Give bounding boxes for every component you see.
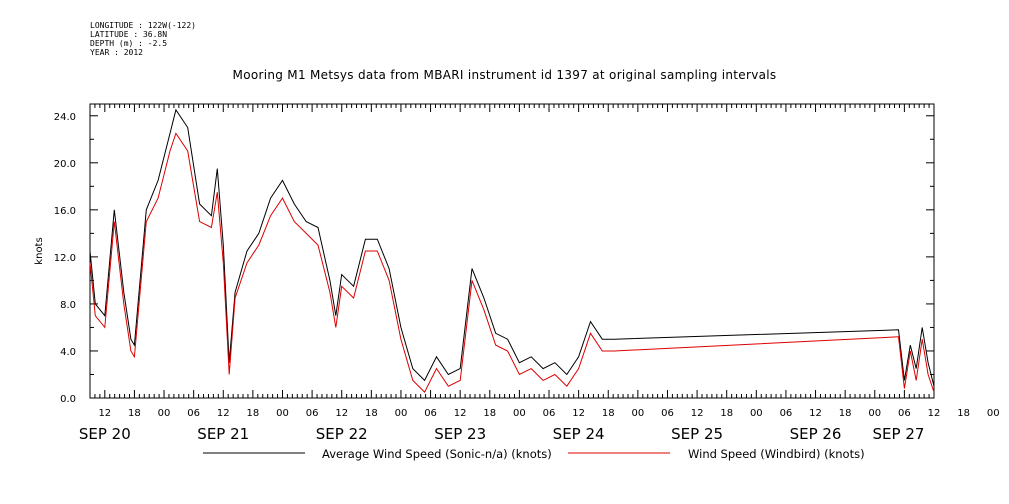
latitude-text: LATITUDE : 36.8N <box>90 30 168 39</box>
x-tick-label: 12 <box>809 408 822 419</box>
x-tick-label: 12 <box>691 408 704 419</box>
day-label: SEP 20 <box>79 425 131 443</box>
day-label: SEP 24 <box>553 425 605 443</box>
x-tick-label: 00 <box>158 408 171 419</box>
day-label: SEP 21 <box>197 425 249 443</box>
legend: Average Wind Speed (Sonic-n/a) (knots) W… <box>203 447 865 461</box>
x-tick-label: 06 <box>661 408 674 419</box>
legend-label-windbird: Wind Speed (Windbird) (knots) <box>688 447 865 461</box>
x-tick-label: 12 <box>335 408 348 419</box>
x-tick-label: 06 <box>780 408 793 419</box>
y-axis: 0.0 4.0 8.0 12.0 16.0 20.0 24.0 <box>54 112 934 405</box>
x-tick-label: 06 <box>543 408 556 419</box>
x-tick-label: 18 <box>839 408 852 419</box>
x-tick-label: 00 <box>631 408 644 419</box>
day-label: SEP 22 <box>316 425 368 443</box>
x-tick-label: 12 <box>454 408 467 419</box>
x-tick-label: 06 <box>187 408 200 419</box>
x-tick-label: 12 <box>928 408 941 419</box>
x-tick-label: 06 <box>306 408 319 419</box>
chart-title: Mooring M1 Metsys data from MBARI instru… <box>232 68 777 82</box>
x-tick-label: 00 <box>750 408 763 419</box>
station-metadata: LONGITUDE : 122W(-122) LATITUDE : 36.8N … <box>90 21 196 57</box>
depth-text: DEPTH (m) : -2.5 <box>90 39 168 48</box>
legend-label-sonic: Average Wind Speed (Sonic-n/a) (knots) <box>322 447 552 461</box>
y-tick-label: 12.0 <box>54 253 76 264</box>
x-tick-label: 18 <box>602 408 615 419</box>
plot-frame <box>89 103 935 399</box>
y-tick-label: 8.0 <box>60 300 76 311</box>
x-tick-label: 00 <box>276 408 289 419</box>
day-label: SEP 27 <box>873 425 925 443</box>
x-tick-label: 00 <box>868 408 881 419</box>
x-tick-label: 18 <box>128 408 141 419</box>
x-tick-label: 18 <box>365 408 378 419</box>
x-tick-label: 18 <box>483 408 496 419</box>
day-label: SEP 25 <box>671 425 723 443</box>
year-text: YEAR : 2012 <box>90 48 143 57</box>
x-tick-label: 12 <box>217 408 230 419</box>
x-tick-label: 18 <box>247 408 260 419</box>
y-tick-label: 0.0 <box>60 394 76 405</box>
x-tick-label: 06 <box>424 408 437 419</box>
x-tick-label: 12 <box>98 408 111 419</box>
y-tick-label: 16.0 <box>54 206 76 217</box>
x-tick-label: 18 <box>957 408 970 419</box>
x-tick-label: 00 <box>513 408 526 419</box>
y-axis-label: knots <box>34 237 45 264</box>
longitude-text: LONGITUDE : 122W(-122) <box>90 21 196 30</box>
series-layer <box>89 108 935 393</box>
x-axis: 12 18 00 06 12 18 00 06 12 18 00 06 12 18 00 06 12 18 00 06… <box>79 104 1000 443</box>
x-tick-label: 00 <box>395 408 408 419</box>
x-tick-label: 18 <box>720 408 733 419</box>
x-tick-label: 06 <box>898 408 911 419</box>
y-tick-label: 20.0 <box>54 159 76 170</box>
y-tick-label: 24.0 <box>54 112 76 123</box>
day-label: SEP 26 <box>790 425 842 443</box>
x-tick-label: 12 <box>572 408 585 419</box>
day-label: SEP 23 <box>434 425 486 443</box>
series-line-sonic <box>89 108 935 387</box>
y-tick-label: 4.0 <box>60 347 76 358</box>
series-line-windbird <box>89 132 935 393</box>
x-tick-label: 00 <box>987 408 1000 419</box>
